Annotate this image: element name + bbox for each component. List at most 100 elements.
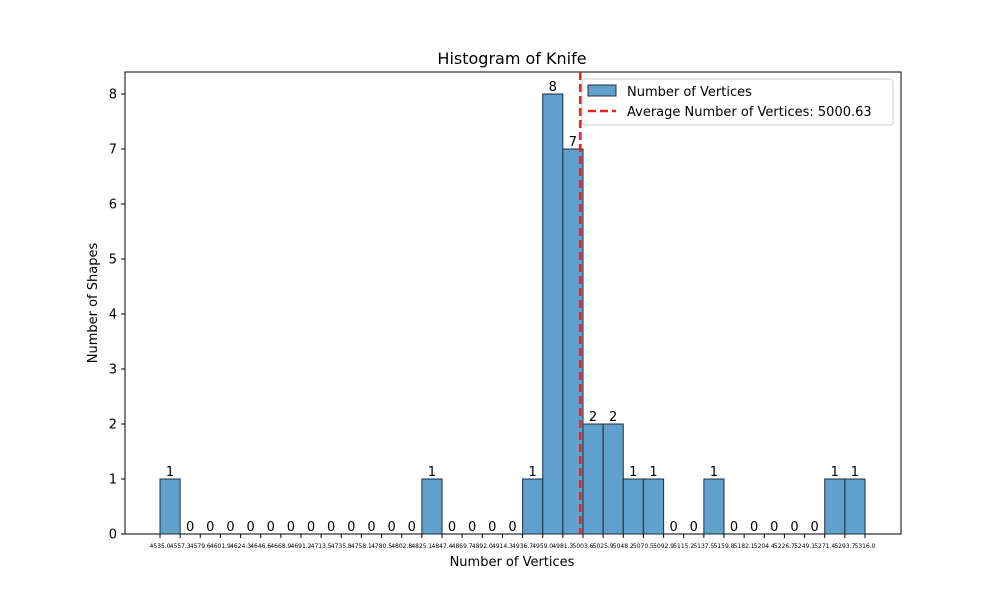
- x-tick-label: 4936.7: [512, 543, 533, 550]
- x-tick-label: 4557.3: [170, 543, 191, 550]
- y-axis-title: Number of Shapes: [86, 243, 101, 364]
- x-tick-label: 4847.4: [432, 543, 453, 550]
- histogram-bar: [703, 478, 725, 535]
- x-tick-label: 5092.9: [653, 543, 674, 550]
- bar-count-label: 0: [347, 520, 355, 535]
- bar-count-label: 0: [448, 520, 456, 535]
- bar-count-label: 1: [529, 465, 537, 480]
- bar-count-label: 2: [589, 410, 597, 425]
- bar-count-label: 0: [186, 520, 194, 535]
- x-tick-label: 5271.4: [814, 543, 835, 550]
- bar-count-label: 0: [770, 520, 778, 535]
- y-axis-ticks: 0 1 2 3 4 5 6 7 8: [109, 88, 125, 543]
- bar-count-label: 0: [267, 520, 275, 535]
- x-tick-label: 4535.0: [150, 543, 171, 550]
- bars-group: [159, 93, 866, 535]
- histogram-bar: [522, 478, 544, 535]
- x-tick-label: 4668.9: [270, 543, 291, 550]
- y-tick-label: 1: [109, 473, 117, 488]
- bar-count-label: 1: [851, 465, 859, 480]
- bar-count-label: 0: [508, 520, 516, 535]
- bar-count-label: 8: [549, 80, 557, 95]
- bar-count-label: 0: [468, 520, 476, 535]
- x-tick-label: 4825.1: [411, 543, 432, 550]
- bar-count-label: 0: [388, 520, 396, 535]
- y-tick-label: 2: [109, 418, 117, 433]
- bar-count-label: 0: [488, 520, 496, 535]
- bar-count-label: 0: [670, 520, 678, 535]
- legend-label-average: Average Number of Vertices: 5000.63: [627, 105, 872, 120]
- x-tick-label: 5226.7: [774, 543, 795, 550]
- histogram-bar: [582, 423, 604, 535]
- bar-count-label: 7: [569, 135, 577, 150]
- bar-count-label: 1: [649, 465, 657, 480]
- histogram-bar: [159, 478, 181, 535]
- x-tick-label: 5182.1: [734, 543, 755, 550]
- bar-count-label: 1: [629, 465, 637, 480]
- bar-count-label: 0: [690, 520, 698, 535]
- x-tick-label: 5048.2: [613, 543, 634, 550]
- bar-count-label: 1: [428, 465, 436, 480]
- x-tick-label: 4869.7: [452, 543, 473, 550]
- x-tick-label: 4758.1: [351, 543, 372, 550]
- x-tick-label: 5137.5: [693, 543, 714, 550]
- histogram-bar: [622, 478, 644, 535]
- y-tick-label: 4: [109, 308, 117, 323]
- x-axis-ticks: 4535.0 4557.3 4579.6 4601.9 4624.3 4646.6 4668…: [150, 534, 876, 550]
- bar-count-label: 0: [730, 520, 738, 535]
- x-tick-label: 5115.2: [673, 543, 694, 550]
- x-tick-label: 5204.4: [754, 543, 775, 550]
- x-tick-label: 5249.1: [794, 543, 815, 550]
- y-tick-label: 3: [109, 363, 117, 378]
- x-tick-label: 5159.8: [714, 543, 735, 550]
- x-tick-label: 4601.9: [210, 543, 231, 550]
- bar-count-label: 1: [831, 465, 839, 480]
- histogram-bar: [602, 423, 624, 535]
- x-tick-label: 4735.8: [331, 543, 352, 550]
- x-tick-label: 5316.0: [855, 543, 876, 550]
- bar-count-label: 0: [226, 520, 234, 535]
- legend: Number of Vertices Average Number of Ver…: [581, 78, 894, 126]
- y-tick-label: 7: [109, 143, 117, 158]
- y-tick-label: 8: [109, 88, 117, 103]
- bar-count-label: 0: [367, 520, 375, 535]
- x-tick-label: 5070.5: [633, 543, 654, 550]
- x-tick-label: 4959.0: [532, 543, 553, 550]
- x-tick-label: 4624.3: [230, 543, 251, 550]
- histogram-bar: [562, 148, 584, 535]
- bar-count-label: 0: [408, 520, 416, 535]
- histogram-bar: [642, 478, 665, 535]
- legend-label-bars: Number of Vertices: [627, 85, 752, 100]
- histogram-bar: [421, 478, 443, 535]
- bar-count-label: 0: [307, 520, 315, 535]
- bar-count-label: 2: [609, 410, 617, 425]
- bar-count-label: 0: [247, 520, 255, 535]
- histogram-bar: [824, 478, 846, 535]
- x-tick-label: 4981.3: [552, 543, 573, 550]
- plot-area: [124, 71, 902, 535]
- bar-count-label: 1: [710, 465, 718, 480]
- x-tick-label: 5293.7: [834, 543, 855, 550]
- bar-count-label: 0: [206, 520, 214, 535]
- legend-swatch-bars: [587, 84, 617, 97]
- chart-title: Histogram of Knife: [437, 49, 586, 68]
- bar-count-label: 0: [790, 520, 798, 535]
- x-tick-label: 4579.6: [190, 543, 211, 550]
- x-tick-label: 4713.5: [311, 543, 332, 550]
- x-tick-label: 4802.8: [391, 543, 412, 550]
- y-tick-label: 6: [109, 198, 117, 213]
- y-tick-label: 0: [109, 528, 117, 543]
- y-tick-label: 5: [109, 253, 117, 268]
- bar-count-label: 0: [287, 520, 295, 535]
- x-tick-label: 4892.0: [472, 543, 493, 550]
- x-tick-label: 4691.2: [291, 543, 312, 550]
- bar-count-label: 1: [166, 465, 174, 480]
- histogram-bar: [542, 93, 564, 535]
- x-tick-label: 4914.3: [492, 543, 513, 550]
- x-axis-title: Number of Vertices: [450, 555, 575, 570]
- bar-count-label: 0: [327, 520, 335, 535]
- bar-count-label: 0: [750, 520, 758, 535]
